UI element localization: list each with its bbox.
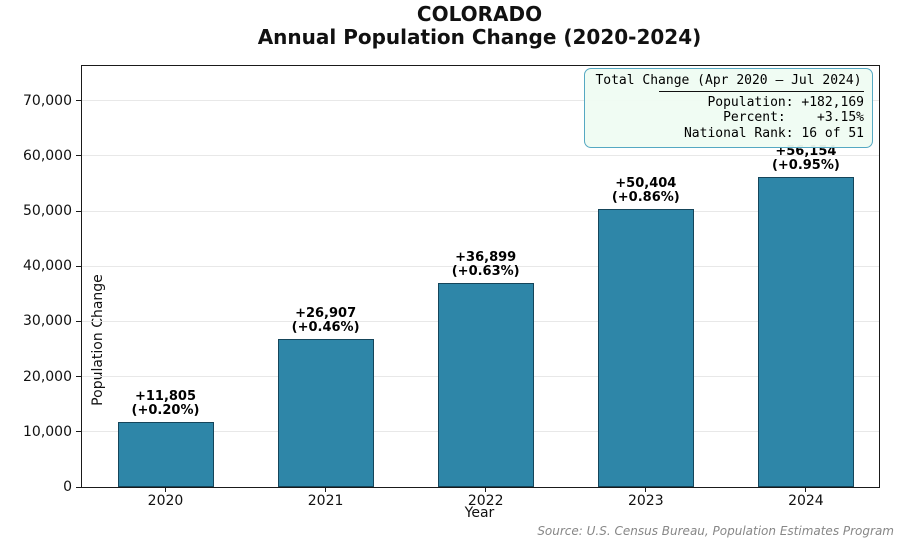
gridline (82, 100, 879, 102)
info-box-rank: National Rank: 16 of 51 (683, 125, 864, 141)
bar-value-label-2022: +36,899 (+0.63%) (416, 251, 556, 279)
x-tick-label-2021: 2021 (307, 493, 344, 509)
x-tick-mark (645, 487, 647, 492)
y-tick-mark (76, 376, 81, 378)
y-tick-mark (76, 320, 81, 322)
bar-value-line: +36,899 (455, 250, 517, 266)
source-attribution: Source: U.S. Census Bureau, Population E… (537, 524, 894, 538)
bar-value-label-2023: +50,404 (+0.86%) (576, 175, 716, 205)
gridline (82, 155, 879, 157)
x-tick-label-2023: 2023 (627, 493, 664, 509)
info-box-percent: Percent: +3.15% (723, 110, 864, 125)
y-tick-mark (76, 100, 81, 102)
y-tick-label: 40,000 (23, 258, 72, 275)
x-tick-mark (165, 487, 166, 492)
x-axis-label: Year (464, 505, 495, 521)
x-tick-mark (805, 487, 807, 492)
bar-percent-line: (+0.86%) (611, 189, 680, 205)
x-tick-label-2022: 2022 (467, 493, 504, 509)
info-box-population: Population: +182,169 (707, 94, 864, 110)
chart-title: COLORADO (416, 2, 543, 26)
chart-title-block: COLORADO Annual Population Change (2020-… (81, 3, 878, 49)
bar-value-label-2020: +11,805 (+0.20%) (96, 388, 236, 418)
y-tick-label: 30,000 (23, 313, 72, 330)
bar-percent-line: (+0.20%) (131, 402, 200, 418)
y-tick-label: 50,000 (23, 203, 72, 220)
y-tick-mark (76, 431, 81, 433)
bar-2022 (437, 283, 534, 487)
bar-percent-line: (+0.95%) (771, 158, 840, 174)
chart-subtitle: Annual Population Change (2020-2024) (257, 25, 702, 49)
x-tick-mark (325, 487, 327, 492)
x-tick-mark (485, 487, 487, 492)
x-tick-label-2024: 2024 (788, 493, 824, 509)
bar-value-label-2024: +56,154 (+0.95%) (736, 145, 876, 173)
y-tick-label: 70,000 (23, 92, 72, 109)
bar-2021 (277, 338, 374, 487)
y-tick-mark (76, 265, 81, 267)
y-tick-label: 0 (63, 479, 72, 495)
bar-2020 (117, 421, 214, 487)
gridline (82, 265, 879, 267)
y-tick-label: 20,000 (23, 368, 72, 385)
y-tick-mark (76, 486, 81, 488)
bar-value-line: +50,404 (615, 175, 677, 191)
y-tick-label: 10,000 (23, 423, 72, 440)
bar-percent-line: (+0.46%) (291, 319, 360, 335)
bar-2023 (597, 208, 694, 487)
y-tick-mark (76, 155, 81, 157)
bar-percent-line: (+0.63%) (451, 264, 520, 280)
bar-value-line: +26,907 (295, 305, 357, 321)
info-box-title: Total Change (Apr 2020 — Jul 2024) (595, 73, 862, 88)
total-change-info-box: Total Change (Apr 2020 — Jul 2024) Popul… (584, 68, 873, 148)
bar-2024 (757, 177, 854, 487)
bar-value-line: +11,805 (134, 388, 197, 404)
x-tick-label-2020: 2020 (147, 493, 184, 509)
gridline (82, 210, 879, 212)
bar-value-line: +56,154 (775, 144, 837, 160)
info-box-divider (659, 90, 864, 92)
y-tick-label: 60,000 (23, 147, 72, 164)
bar-value-label-2021: +26,907 (+0.46%) (256, 305, 396, 335)
y-tick-mark (76, 210, 81, 212)
